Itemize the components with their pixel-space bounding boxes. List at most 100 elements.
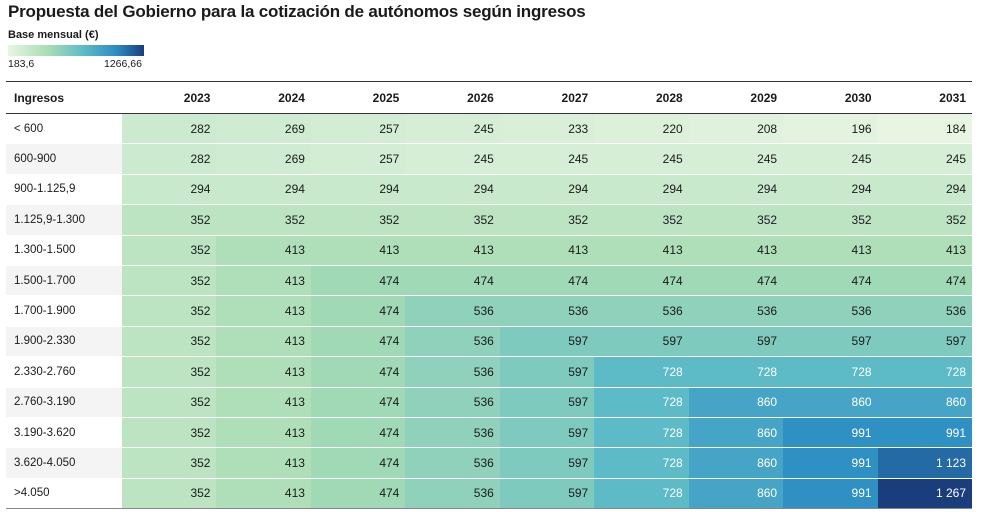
heatmap-cell: 474: [877, 265, 972, 297]
row-label: 2.760-3.190: [6, 387, 123, 418]
heatmap-cell: 413: [216, 478, 311, 510]
heatmap-cell: 233: [499, 113, 595, 145]
heatmap-cell: 245: [405, 113, 500, 145]
heatmap-cell: 208: [688, 113, 784, 145]
heatmap-cell: 352: [594, 204, 689, 236]
heatmap-cell: 196: [783, 113, 878, 145]
heatmap-cell: 474: [499, 265, 595, 297]
heatmap-cell: 352: [122, 204, 217, 236]
heatmap-cell: 597: [688, 326, 784, 358]
heatmap-cell: 536: [594, 295, 689, 327]
column-header-2026: 2026: [405, 81, 500, 114]
legend-min-label: 183,6: [8, 58, 35, 70]
heatmap-cell: 352: [783, 204, 878, 236]
heatmap-cell: 294: [216, 174, 311, 206]
heatmap-cell: 536: [405, 295, 500, 327]
heatmap-body: < 600 282 269 257 245 233 220 208 196 184 600-900 2…: [6, 113, 972, 510]
row-label: 3.620-4.050: [6, 447, 123, 479]
heatmap-cell: 352: [122, 235, 217, 266]
heatmap-cell: 860: [688, 387, 784, 418]
heatmap-cell: 728: [594, 356, 689, 388]
table-row: 600-900 282 269 257 245 245 245 245 245 245: [6, 143, 972, 175]
heatmap-cell: 597: [783, 326, 878, 358]
column-header-2028: 2028: [594, 81, 689, 114]
heatmap-cell: 282: [122, 143, 217, 175]
heatmap-cell: 413: [216, 417, 311, 449]
heatmap-cell: 474: [310, 265, 406, 297]
table-row: 1.125,9-1.300 352 352 352 352 352 352 352 352 352: [6, 204, 972, 236]
row-label: 1.900-2.330: [6, 326, 123, 358]
heatmap-cell: 728: [594, 387, 689, 418]
heatmap-cell: 413: [310, 235, 406, 266]
heatmap-cell: 474: [594, 265, 689, 297]
heatmap-cell: 991: [783, 417, 878, 449]
heatmap-cell: 413: [216, 265, 311, 297]
column-header-2023: 2023: [122, 81, 217, 114]
heatmap-cell: 474: [310, 295, 406, 327]
heatmap-cell: 991: [783, 478, 878, 510]
heatmap-table-wrap: Ingresos 2023 2024 2025 2026 2027 2028 2029 203…: [6, 81, 972, 510]
heatmap-cell: 536: [405, 447, 500, 479]
row-label: 1.125,9-1.300: [6, 204, 123, 236]
heatmap-cell: 728: [594, 478, 689, 510]
heatmap-cell: 352: [122, 265, 217, 297]
heatmap-cell: 269: [216, 143, 311, 175]
header-row: Ingresos 2023 2024 2025 2026 2027 2028 2029 203…: [6, 81, 972, 114]
heatmap-cell: 294: [122, 174, 217, 206]
bottom-rule: [6, 508, 972, 509]
table-row: 1.300-1.500 352 413 413 413 413 413 413 413 413: [6, 235, 972, 266]
heatmap-cell: 536: [783, 295, 878, 327]
heatmap-cell: 860: [688, 447, 784, 479]
table-row: 3.190-3.620 352 413 474 536 597 728 860 991 991: [6, 417, 972, 449]
legend-max-label: 1266,66: [104, 58, 142, 70]
heatmap-cell: 245: [688, 143, 784, 175]
heatmap-cell: 860: [877, 387, 972, 418]
heatmap-cell: 352: [122, 295, 217, 327]
heatmap-cell: 413: [405, 235, 500, 266]
heatmap-cell: 474: [310, 417, 406, 449]
heatmap-table: Ingresos 2023 2024 2025 2026 2027 2028 2029 203…: [6, 81, 972, 510]
row-label: 1.700-1.900: [6, 295, 123, 327]
heatmap-cell: 352: [688, 204, 784, 236]
heatmap-cell: 597: [499, 447, 595, 479]
heatmap-cell: 294: [688, 174, 784, 206]
row-label: 1.300-1.500: [6, 235, 123, 266]
heatmap-cell: 597: [499, 326, 595, 358]
heatmap-cell: 352: [877, 204, 972, 236]
heatmap-cell: 536: [405, 326, 500, 358]
column-header-2029: 2029: [688, 81, 784, 114]
heatmap-cell: 352: [310, 204, 406, 236]
heatmap-cell: 184: [877, 113, 972, 145]
heatmap-cell: 474: [310, 326, 406, 358]
heatmap-cell: 597: [877, 326, 972, 358]
table-row: < 600 282 269 257 245 233 220 208 196 184: [6, 113, 972, 145]
heatmap-cell: 597: [499, 478, 595, 510]
heatmap-cell: 352: [216, 204, 311, 236]
heatmap-cell: 294: [783, 174, 878, 206]
row-label: 3.190-3.620: [6, 417, 123, 449]
heatmap-cell: 413: [688, 235, 784, 266]
heatmap-cell: 413: [216, 356, 311, 388]
table-row: 1.900-2.330 352 413 474 536 597 597 597 597 597: [6, 326, 972, 358]
heatmap-cell: 474: [688, 265, 784, 297]
heatmap-cell: 257: [310, 113, 406, 145]
heatmap-cell: 352: [122, 417, 217, 449]
heatmap-cell: 536: [405, 417, 500, 449]
heatmap-cell: 413: [783, 235, 878, 266]
heatmap-cell: 728: [688, 356, 784, 388]
heatmap-cell: 294: [499, 174, 595, 206]
heatmap-cell: 413: [216, 295, 311, 327]
heatmap-cell: 413: [216, 387, 311, 418]
heatmap-cell: 413: [216, 326, 311, 358]
heatmap-cell: 352: [405, 204, 500, 236]
heatmap-cell: 474: [310, 387, 406, 418]
heatmap-cell: 245: [405, 143, 500, 175]
row-header: Ingresos: [6, 81, 123, 114]
heatmap-cell: 474: [310, 447, 406, 479]
heatmap-cell: 991: [877, 417, 972, 449]
chart-title: Propuesta del Gobierno para la cotizació…: [8, 2, 586, 21]
heatmap-cell: 294: [405, 174, 500, 206]
heatmap-cell: 220: [594, 113, 689, 145]
heatmap-cell: 1 267: [877, 478, 972, 510]
heatmap-cell: 474: [783, 265, 878, 297]
